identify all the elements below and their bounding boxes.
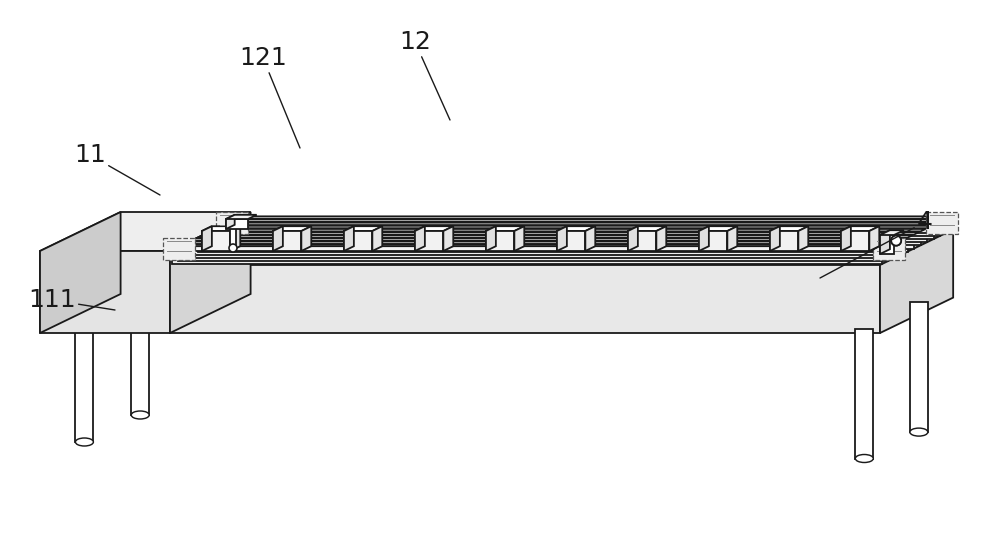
Ellipse shape <box>910 428 928 436</box>
Polygon shape <box>699 226 737 231</box>
Polygon shape <box>170 230 953 265</box>
Polygon shape <box>204 232 919 235</box>
Ellipse shape <box>855 455 873 462</box>
Polygon shape <box>628 226 638 251</box>
Polygon shape <box>273 226 283 251</box>
Polygon shape <box>170 212 251 333</box>
Polygon shape <box>873 237 905 260</box>
Polygon shape <box>855 328 873 459</box>
Polygon shape <box>841 226 851 251</box>
Polygon shape <box>237 219 947 233</box>
Polygon shape <box>301 226 311 251</box>
Polygon shape <box>869 226 879 251</box>
Polygon shape <box>486 226 496 251</box>
Polygon shape <box>211 231 921 246</box>
Polygon shape <box>202 226 212 251</box>
Polygon shape <box>273 226 311 231</box>
Polygon shape <box>185 244 895 258</box>
Polygon shape <box>628 231 656 251</box>
Polygon shape <box>880 230 904 235</box>
Polygon shape <box>172 248 887 250</box>
Polygon shape <box>770 231 798 251</box>
Polygon shape <box>191 241 901 255</box>
Polygon shape <box>217 228 927 242</box>
Polygon shape <box>202 231 230 251</box>
Polygon shape <box>585 226 595 251</box>
Polygon shape <box>486 226 524 231</box>
Circle shape <box>891 236 901 246</box>
Polygon shape <box>273 231 301 251</box>
Polygon shape <box>226 215 257 219</box>
Polygon shape <box>656 226 666 251</box>
Polygon shape <box>880 230 890 254</box>
Polygon shape <box>230 226 240 251</box>
Polygon shape <box>170 265 880 333</box>
Polygon shape <box>699 226 709 251</box>
Polygon shape <box>344 226 382 231</box>
Polygon shape <box>224 225 934 239</box>
Polygon shape <box>217 226 932 228</box>
Polygon shape <box>770 226 780 251</box>
Circle shape <box>891 236 901 246</box>
Polygon shape <box>770 226 808 231</box>
Polygon shape <box>880 235 894 254</box>
Circle shape <box>229 244 237 252</box>
Polygon shape <box>841 226 879 231</box>
Polygon shape <box>699 231 727 251</box>
Polygon shape <box>226 219 248 229</box>
Text: 12: 12 <box>399 30 450 120</box>
Ellipse shape <box>131 411 149 419</box>
Polygon shape <box>198 235 913 237</box>
Polygon shape <box>185 242 900 244</box>
Polygon shape <box>344 231 372 251</box>
Polygon shape <box>841 231 869 251</box>
Polygon shape <box>880 230 953 333</box>
Polygon shape <box>344 226 354 251</box>
Polygon shape <box>798 226 808 251</box>
Polygon shape <box>557 231 585 251</box>
Polygon shape <box>40 212 121 333</box>
Polygon shape <box>211 229 926 231</box>
Polygon shape <box>198 237 908 251</box>
Polygon shape <box>172 250 882 264</box>
Polygon shape <box>372 226 382 251</box>
Polygon shape <box>557 226 567 251</box>
Polygon shape <box>216 212 248 234</box>
Text: 111: 111 <box>28 288 115 312</box>
Polygon shape <box>131 300 149 415</box>
Polygon shape <box>443 226 453 251</box>
Polygon shape <box>204 235 914 248</box>
Polygon shape <box>178 247 888 261</box>
Polygon shape <box>202 226 240 231</box>
Polygon shape <box>557 226 595 231</box>
Text: 4: 4 <box>820 210 933 278</box>
Polygon shape <box>178 244 893 247</box>
Ellipse shape <box>75 438 93 446</box>
Polygon shape <box>40 212 251 251</box>
Polygon shape <box>230 220 945 222</box>
Polygon shape <box>230 222 940 236</box>
Polygon shape <box>415 226 453 231</box>
Polygon shape <box>415 231 443 251</box>
Text: 11: 11 <box>74 143 160 195</box>
Text: 121: 121 <box>239 46 300 148</box>
Polygon shape <box>486 231 514 251</box>
Polygon shape <box>910 302 928 432</box>
Polygon shape <box>415 226 425 251</box>
Polygon shape <box>926 212 958 234</box>
Polygon shape <box>230 219 236 251</box>
Polygon shape <box>514 226 524 251</box>
Polygon shape <box>224 223 939 225</box>
Polygon shape <box>75 327 93 442</box>
Polygon shape <box>40 251 170 333</box>
Polygon shape <box>628 226 666 231</box>
Polygon shape <box>727 226 737 251</box>
Polygon shape <box>237 216 952 219</box>
Polygon shape <box>163 237 195 260</box>
Polygon shape <box>170 246 890 251</box>
Polygon shape <box>226 215 235 229</box>
Polygon shape <box>191 238 906 241</box>
